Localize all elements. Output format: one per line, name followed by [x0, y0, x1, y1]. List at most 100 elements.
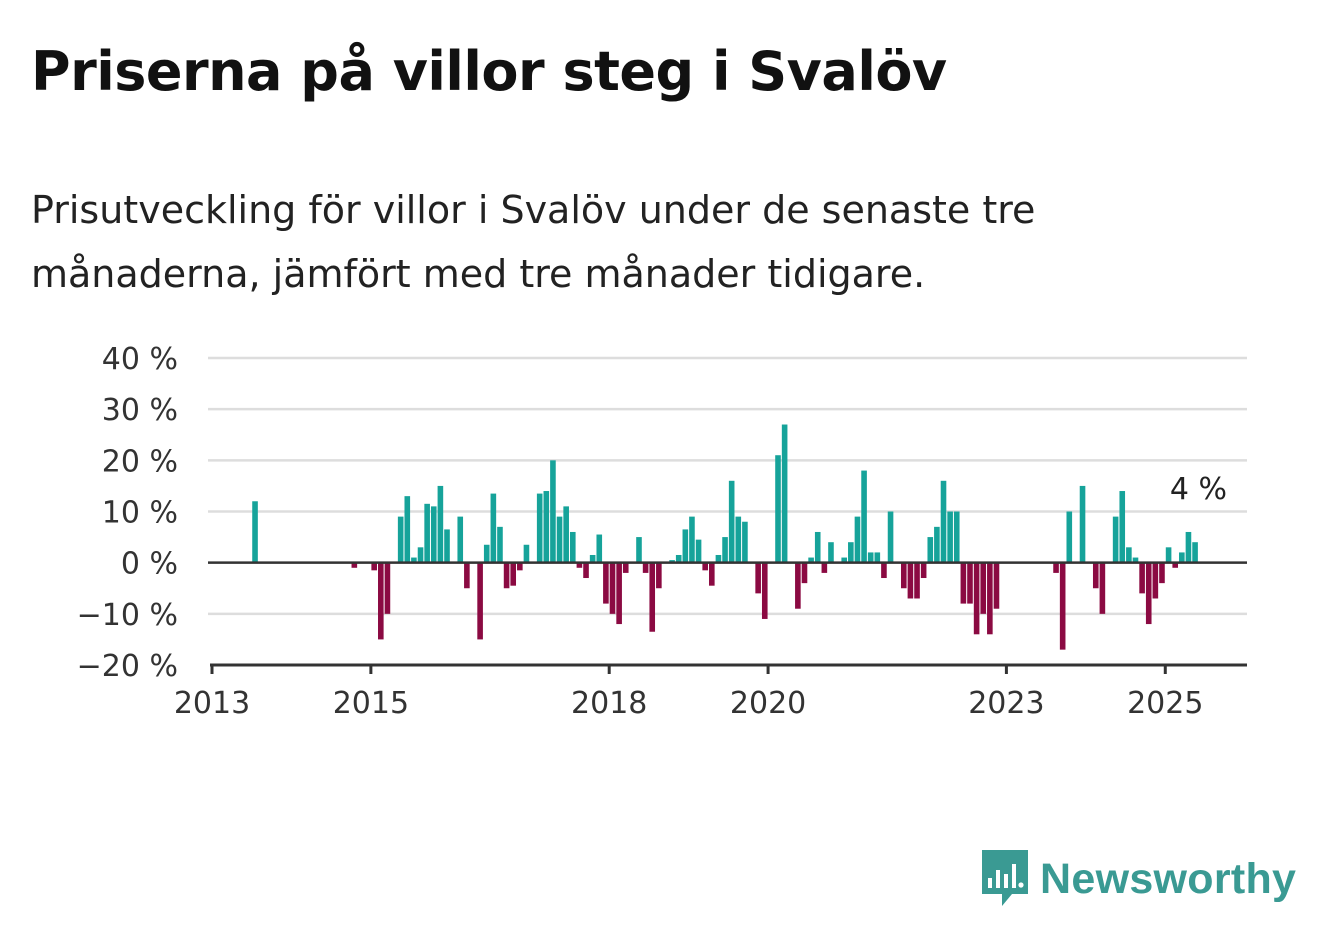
- bar: [967, 562, 973, 604]
- bar: [1119, 491, 1126, 563]
- bar: [702, 562, 708, 571]
- bar: [814, 531, 821, 563]
- bar: [953, 511, 960, 563]
- x-tick-label: 2018: [571, 686, 647, 721]
- bar: [841, 557, 848, 563]
- newsworthy-logo-icon: [982, 850, 1028, 906]
- bar: [927, 537, 934, 563]
- y-tick-label: −10 %: [77, 598, 178, 633]
- bar: [742, 521, 748, 563]
- bar: [556, 516, 563, 563]
- bar: [675, 554, 682, 563]
- bar: [1165, 547, 1172, 563]
- bar: [848, 542, 854, 563]
- bar: [477, 562, 483, 640]
- bar: [371, 562, 377, 571]
- bar: [616, 562, 622, 625]
- bar: [252, 501, 258, 563]
- bar: [589, 554, 596, 563]
- bar: [1192, 542, 1198, 563]
- bar: [523, 544, 530, 563]
- bar: [497, 526, 503, 563]
- y-tick-label: 10 %: [102, 496, 178, 531]
- y-tick-label: 40 %: [102, 342, 178, 377]
- bar: [689, 516, 695, 563]
- bar: [960, 562, 967, 604]
- y-tick-label: 20 %: [102, 444, 178, 479]
- bar-chart: 40 % 30 % 20 % 10 % 0 % −10 % −20 %2013 2015 201…: [77, 342, 1247, 721]
- bar: [569, 531, 576, 563]
- bar: [510, 562, 517, 586]
- bar: [801, 562, 808, 584]
- x-tick-label: 2023: [968, 686, 1044, 721]
- bar: [781, 424, 788, 563]
- bar: [543, 491, 550, 563]
- bar: [563, 506, 569, 563]
- bar: [351, 562, 358, 568]
- bar: [517, 562, 523, 571]
- x-tick-label: 2025: [1127, 686, 1203, 721]
- bar: [483, 544, 490, 563]
- bar: [907, 562, 914, 599]
- bar: [980, 562, 987, 614]
- bar: [1159, 562, 1165, 584]
- bar: [874, 552, 881, 563]
- bar: [411, 557, 417, 563]
- bar: [1179, 552, 1185, 563]
- bar: [1059, 562, 1066, 650]
- bar: [536, 493, 543, 563]
- bar: [437, 485, 444, 563]
- bar: [1079, 485, 1086, 563]
- bar: [1172, 562, 1179, 568]
- bar: [1132, 557, 1139, 563]
- bar: [1185, 531, 1192, 563]
- bar: [583, 562, 589, 579]
- bar: [887, 511, 894, 563]
- bar: [900, 562, 907, 589]
- bar: [682, 529, 689, 563]
- chart-title: Priserna på villor steg i Svalöv: [31, 40, 947, 103]
- bar: [603, 562, 609, 604]
- bar: [755, 562, 761, 594]
- bar: [881, 562, 887, 579]
- bar: [1092, 562, 1099, 589]
- bar: [417, 547, 424, 563]
- bar: [444, 529, 450, 563]
- bar: [761, 562, 768, 619]
- bar: [669, 560, 675, 563]
- bar: [828, 542, 834, 563]
- x-tick-label: 2015: [333, 686, 409, 721]
- bar: [947, 511, 953, 563]
- bar: [920, 562, 927, 579]
- bar: [464, 562, 470, 589]
- chart-subtitle: Prisutveckling för villor i Svalöv under…: [31, 188, 1036, 296]
- x-tick-label: 2013: [174, 686, 250, 721]
- bar: [1066, 511, 1073, 563]
- bar: [490, 493, 497, 563]
- latest-value-label: 4 %: [1170, 472, 1227, 507]
- bar: [609, 562, 616, 614]
- bar: [1139, 562, 1145, 594]
- newsworthy-logo-text: Newsworthy: [1040, 854, 1297, 903]
- bar: [1099, 562, 1106, 614]
- y-tick-label: −20 %: [77, 649, 178, 684]
- bar: [934, 526, 940, 563]
- bar: [1145, 562, 1152, 625]
- bar: [636, 537, 642, 563]
- bar: [642, 562, 649, 573]
- bar: [649, 562, 656, 632]
- bar: [821, 562, 828, 573]
- bar: [1053, 562, 1059, 573]
- bar: [1152, 562, 1159, 599]
- bar: [1126, 547, 1132, 563]
- bar: [709, 562, 715, 586]
- bar: [867, 552, 874, 563]
- bar: [596, 534, 603, 563]
- y-tick-label: 30 %: [102, 393, 178, 428]
- bar: [576, 562, 583, 568]
- bar: [940, 480, 947, 563]
- bar: [430, 506, 437, 563]
- bar: [861, 470, 867, 563]
- bar: [795, 562, 801, 609]
- bar: [715, 554, 722, 563]
